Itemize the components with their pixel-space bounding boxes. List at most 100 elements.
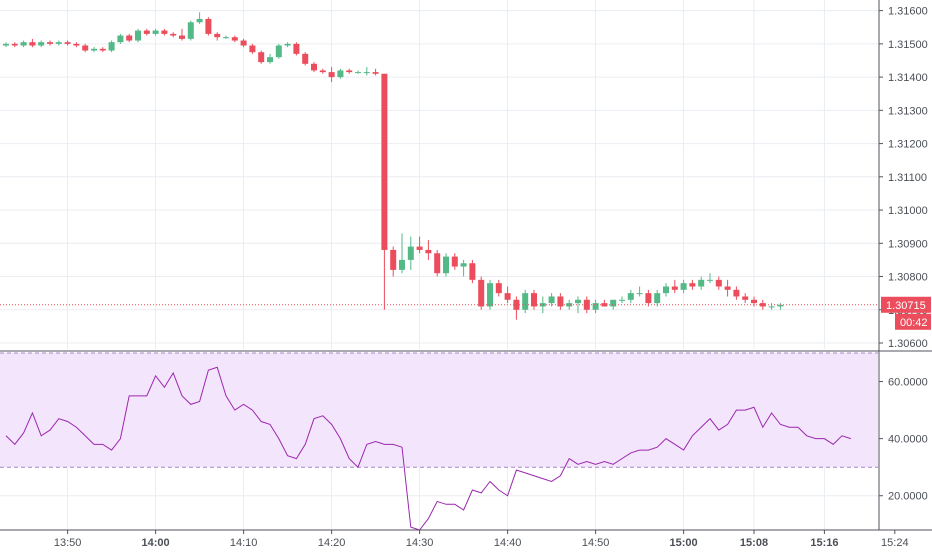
candle-body — [504, 293, 511, 300]
rsi-tick-label: 40.0000 — [888, 434, 928, 446]
candle-body — [451, 256, 458, 267]
countdown-label: 00:42 — [900, 317, 928, 329]
last-price-tag — [881, 296, 931, 313]
candle-body — [214, 33, 221, 38]
candle-body — [425, 249, 432, 254]
candle-body — [399, 259, 405, 270]
rsi-line — [5, 366, 851, 531]
candle-body — [557, 296, 564, 307]
candle-body — [601, 303, 608, 307]
candle-body — [55, 42, 62, 44]
candle-body — [275, 45, 282, 58]
candle-body — [654, 293, 661, 304]
candle-body — [698, 279, 705, 287]
candle-body — [249, 45, 256, 53]
candle-body — [539, 303, 546, 307]
candle-body — [742, 296, 749, 300]
candle-body — [680, 283, 687, 290]
candle-body — [407, 246, 414, 260]
candle-body — [663, 286, 669, 294]
candle-body — [99, 48, 106, 51]
rsi-series — [5, 366, 851, 531]
candle-body — [143, 30, 150, 34]
time-tick-label: 14:10 — [230, 537, 258, 549]
candle-body — [3, 43, 9, 46]
candle-body — [355, 72, 361, 74]
candle-body — [293, 43, 300, 54]
candle-body — [47, 42, 53, 44]
price-tick-label: 1.31000 — [888, 205, 928, 217]
candle-body — [258, 52, 265, 63]
rsi-tick-label: 60.0000 — [888, 377, 928, 389]
candle-body — [707, 279, 713, 281]
candle-body — [627, 293, 634, 300]
price-tick-label: 1.30800 — [888, 272, 928, 284]
last-price-label: 1.30715 — [886, 300, 926, 312]
candle-body — [302, 53, 309, 64]
candle-body — [636, 293, 643, 295]
rsi-band — [0, 352, 878, 468]
candle-body — [82, 45, 89, 51]
candle-body — [311, 63, 317, 71]
time-tick-label: 14:20 — [318, 537, 346, 549]
time-tick-label: 13:50 — [54, 537, 82, 549]
price-tick-label: 1.31600 — [888, 6, 928, 18]
candle-body — [179, 35, 185, 39]
candle-body — [64, 42, 71, 44]
candle-body — [531, 293, 537, 307]
candle-body — [223, 37, 229, 39]
price-tick-label: 1.31200 — [888, 139, 928, 151]
candle-body — [20, 42, 27, 46]
candle-body — [11, 43, 18, 46]
rsi-band-fill — [0, 353, 878, 468]
candle-body — [575, 299, 581, 304]
candle-body — [135, 30, 141, 41]
candle-body — [548, 296, 555, 304]
price-tick-label: 1.31400 — [888, 72, 928, 84]
price-tick-label: 1.31300 — [888, 105, 928, 117]
candle-body — [187, 22, 194, 39]
candle-body — [751, 299, 757, 304]
candle-body — [610, 299, 617, 307]
candle-body — [240, 40, 247, 46]
candle-body — [372, 72, 379, 74]
time-tick-label: 14:40 — [494, 537, 522, 549]
candle-body — [390, 249, 397, 270]
candle-body — [267, 57, 273, 63]
candle-body — [152, 30, 159, 34]
candle-body — [592, 303, 599, 310]
price-tick-label: 1.31100 — [888, 172, 927, 184]
axis-labels: 1.306001.307001.308001.309001.310001.311… — [54, 6, 931, 549]
candle-body — [346, 70, 353, 73]
candle-body — [29, 42, 36, 46]
candle-body — [161, 30, 168, 34]
candle-body — [108, 42, 115, 51]
candle-body — [478, 279, 485, 307]
candle-body — [495, 283, 502, 294]
candle-body — [733, 289, 740, 297]
price-grid — [0, 0, 878, 349]
candle-body — [381, 73, 388, 250]
time-tick-label: 15:00 — [670, 537, 698, 549]
candle-body — [363, 72, 370, 74]
candle-body — [619, 299, 625, 301]
candle-body — [777, 304, 784, 307]
time-tick-label: 14:30 — [406, 537, 434, 549]
candle-body — [689, 283, 696, 287]
candle-body — [724, 286, 731, 290]
candle-body — [434, 253, 441, 274]
time-tick-label: 15:16 — [810, 537, 838, 549]
candle-body — [38, 42, 45, 46]
candle-body — [91, 48, 97, 51]
candle-body — [469, 263, 476, 280]
time-tick-label: 14:50 — [582, 537, 610, 549]
price-tick-label: 1.30600 — [888, 338, 928, 350]
candle-body — [487, 283, 493, 307]
candle-body — [671, 286, 678, 290]
candle-body — [645, 293, 652, 304]
candle-body — [205, 18, 212, 34]
candle-body — [73, 43, 80, 46]
candle-body — [170, 33, 177, 36]
candle-body — [117, 35, 124, 43]
